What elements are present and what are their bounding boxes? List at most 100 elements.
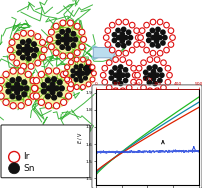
Circle shape — [45, 94, 50, 99]
Circle shape — [45, 68, 52, 74]
FancyBboxPatch shape — [1, 125, 90, 178]
Circle shape — [141, 60, 146, 65]
Circle shape — [22, 92, 27, 97]
Circle shape — [83, 67, 87, 70]
Circle shape — [79, 64, 83, 68]
Circle shape — [15, 90, 20, 95]
Circle shape — [54, 86, 59, 91]
Circle shape — [156, 27, 160, 32]
Circle shape — [73, 37, 78, 42]
Circle shape — [79, 29, 85, 35]
Circle shape — [157, 50, 163, 56]
Circle shape — [9, 163, 20, 174]
Circle shape — [65, 93, 72, 99]
Circle shape — [154, 39, 159, 43]
Circle shape — [161, 30, 165, 34]
Circle shape — [21, 55, 25, 60]
Circle shape — [78, 71, 82, 75]
Circle shape — [67, 53, 73, 59]
Circle shape — [147, 33, 151, 37]
Circle shape — [121, 44, 126, 48]
Circle shape — [83, 76, 87, 80]
Circle shape — [80, 85, 85, 89]
Circle shape — [14, 34, 20, 39]
Circle shape — [123, 78, 128, 83]
Circle shape — [109, 76, 114, 80]
Circle shape — [21, 63, 26, 69]
Circle shape — [15, 86, 20, 91]
Circle shape — [81, 36, 86, 42]
Circle shape — [47, 20, 86, 59]
Circle shape — [129, 47, 135, 53]
Circle shape — [50, 86, 55, 91]
Circle shape — [165, 65, 171, 71]
Circle shape — [154, 57, 160, 62]
Circle shape — [26, 56, 31, 61]
Circle shape — [75, 71, 79, 75]
Circle shape — [19, 86, 23, 91]
Circle shape — [64, 41, 69, 45]
Circle shape — [10, 94, 15, 99]
Circle shape — [35, 60, 41, 66]
Circle shape — [50, 90, 55, 95]
Circle shape — [32, 85, 38, 92]
Circle shape — [53, 50, 59, 56]
Circle shape — [46, 86, 51, 91]
Circle shape — [28, 30, 34, 36]
Circle shape — [102, 65, 108, 71]
Circle shape — [0, 77, 4, 84]
Circle shape — [153, 65, 157, 69]
Circle shape — [68, 60, 74, 65]
Circle shape — [150, 28, 155, 33]
Circle shape — [106, 85, 112, 90]
Circle shape — [167, 72, 172, 78]
Circle shape — [120, 57, 125, 62]
Circle shape — [21, 40, 25, 45]
Circle shape — [26, 39, 31, 43]
Circle shape — [144, 47, 149, 53]
Circle shape — [48, 44, 54, 50]
Circle shape — [85, 71, 89, 75]
Circle shape — [6, 89, 11, 94]
Circle shape — [144, 70, 148, 74]
Circle shape — [121, 27, 126, 32]
Circle shape — [40, 54, 45, 60]
Circle shape — [38, 99, 44, 105]
Circle shape — [45, 78, 50, 83]
Circle shape — [61, 99, 67, 105]
Circle shape — [10, 68, 16, 74]
Circle shape — [11, 86, 16, 91]
Circle shape — [138, 35, 143, 40]
Circle shape — [38, 71, 44, 77]
Circle shape — [109, 70, 114, 74]
Circle shape — [135, 35, 141, 40]
Circle shape — [53, 23, 59, 29]
Circle shape — [17, 51, 21, 55]
Circle shape — [150, 50, 156, 56]
Circle shape — [168, 42, 174, 47]
X-axis label: $t$ / h: $t$ / h — [142, 75, 153, 83]
Circle shape — [66, 46, 70, 50]
Circle shape — [79, 44, 85, 50]
Circle shape — [35, 34, 41, 39]
Circle shape — [90, 77, 95, 82]
Circle shape — [64, 33, 69, 38]
Circle shape — [74, 85, 79, 89]
Circle shape — [25, 51, 29, 56]
Circle shape — [45, 103, 52, 109]
Circle shape — [21, 30, 26, 36]
Circle shape — [135, 72, 140, 78]
Circle shape — [25, 48, 29, 52]
Circle shape — [117, 77, 121, 81]
Circle shape — [61, 37, 65, 42]
Circle shape — [8, 30, 47, 69]
Circle shape — [16, 77, 21, 82]
Circle shape — [144, 22, 149, 28]
Circle shape — [30, 93, 36, 99]
Circle shape — [34, 48, 38, 52]
Circle shape — [118, 65, 123, 69]
Circle shape — [123, 50, 128, 56]
Circle shape — [61, 71, 67, 77]
Circle shape — [147, 66, 152, 70]
Circle shape — [164, 22, 169, 28]
